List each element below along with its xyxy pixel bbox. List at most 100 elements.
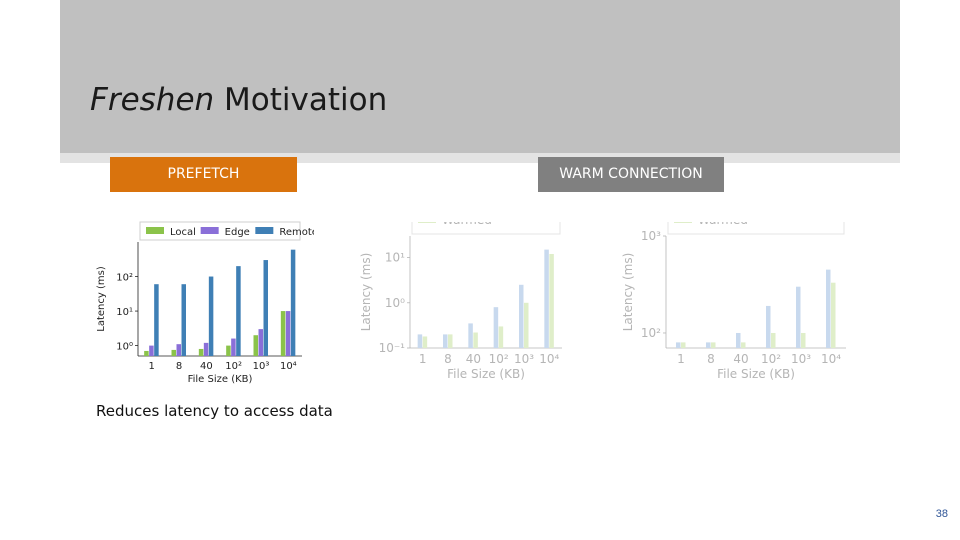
x-axis-label: File Size (KB)	[447, 367, 525, 381]
x-tick-label: 10⁴	[539, 352, 559, 366]
bar	[171, 349, 176, 356]
bar	[771, 332, 776, 348]
caption-text: Reduces latency to access data	[96, 402, 333, 420]
x-tick-label: 40	[733, 352, 748, 366]
bar	[681, 342, 686, 348]
bar	[826, 269, 831, 348]
bar	[236, 266, 241, 356]
legend-label: Remote	[279, 227, 314, 238]
bar	[285, 311, 291, 356]
x-tick-label: 1	[419, 352, 427, 366]
bar	[519, 284, 524, 348]
warm-connection-chart-1: Non-warmedWarmed 10⁻¹ 10⁰ 10¹ 1 8 40 10² 10³ 10⁴ F…	[359, 222, 562, 381]
legend-label: Warmed	[442, 222, 492, 227]
bar	[801, 332, 806, 348]
x-tick-label: 10⁴	[280, 361, 297, 372]
bar	[144, 350, 149, 356]
legend-swatch	[200, 227, 219, 234]
bar	[524, 302, 529, 348]
bar	[676, 342, 681, 348]
page-number: 38	[935, 508, 948, 520]
x-tick-label: 10⁴	[821, 352, 841, 366]
bar	[208, 276, 214, 356]
chart-legend: Non-warmedWarmed	[667, 222, 845, 235]
y-tick-label: 10²	[641, 326, 661, 340]
legend-swatch	[418, 222, 436, 223]
x-tick-label: 10²	[489, 352, 509, 366]
bar	[280, 311, 286, 356]
bar	[263, 260, 268, 356]
bar	[422, 336, 428, 348]
legend-swatch	[255, 227, 274, 234]
bar	[203, 342, 209, 356]
x-tick-label: 40	[200, 361, 213, 372]
bar	[181, 284, 186, 356]
warm-connection-chart-2: Non-warmedWarmed 10² 10³ 1 8 40 10² 10³ 10⁴ File …	[621, 222, 846, 381]
bar	[198, 348, 204, 356]
chart-legend: Local Edge Remote	[139, 221, 314, 241]
legend-swatch	[146, 227, 164, 234]
legend-label: Edge	[225, 227, 250, 238]
bar	[226, 345, 231, 356]
bar	[231, 338, 236, 356]
y-tick-label: 10⁻¹	[379, 341, 406, 355]
legend-box	[411, 222, 561, 235]
warm-connection-label: WARM CONNECTION	[538, 157, 724, 192]
content-area	[60, 163, 900, 481]
bar	[493, 307, 499, 348]
x-tick-label: 1	[148, 361, 154, 372]
y-tick-label: 10¹	[116, 307, 133, 318]
chart-legend: Non-warmedWarmed	[411, 222, 561, 235]
prefetch-label: PREFETCH	[110, 157, 297, 192]
y-axis-label: Latency (ms)	[96, 266, 107, 332]
bar	[176, 344, 181, 356]
bar	[498, 326, 504, 348]
legend-label: Warmed	[698, 222, 748, 227]
bar	[154, 284, 159, 356]
bar	[544, 249, 549, 348]
x-tick-label: 10³	[514, 352, 534, 366]
y-tick-label: 10⁰	[116, 342, 133, 353]
y-tick-label: 10²	[116, 273, 133, 284]
legend-swatch	[674, 222, 692, 223]
bar	[448, 334, 453, 348]
bar	[258, 329, 263, 356]
y-tick-label: 10³	[641, 229, 661, 243]
bar	[549, 253, 554, 348]
y-tick-label: 10⁰	[385, 296, 405, 310]
x-tick-label: 8	[176, 361, 182, 372]
bar	[443, 334, 448, 348]
bar	[473, 332, 478, 348]
x-axis-label: File Size (KB)	[188, 374, 253, 385]
y-tick-label: 10¹	[385, 251, 405, 265]
x-tick-label: 10³	[791, 352, 811, 366]
prefetch-chart: Local Edge Remote 10⁰ 10¹ 10² 1 8 40 10² 10³ 10⁴ Fil…	[96, 221, 314, 385]
x-tick-label: 10²	[225, 361, 242, 372]
bar	[741, 342, 746, 348]
bar	[149, 345, 154, 356]
x-axis-label: File Size (KB)	[717, 367, 795, 381]
x-tick-label: 10²	[761, 352, 781, 366]
y-axis-label: Latency (ms)	[359, 253, 373, 332]
bar	[831, 282, 836, 348]
legend-box	[667, 222, 845, 235]
bar	[706, 342, 711, 348]
y-axis-label: Latency (ms)	[621, 253, 635, 332]
bar	[796, 286, 801, 348]
title-rest: Motivation	[214, 82, 388, 118]
bar	[736, 332, 741, 348]
x-tick-label: 40	[466, 352, 481, 366]
bar	[290, 249, 296, 356]
bar	[468, 323, 473, 348]
bar	[417, 334, 423, 348]
x-tick-label: 8	[707, 352, 715, 366]
slide-header: Freshen Motivation	[60, 0, 900, 153]
x-tick-label: 10³	[253, 361, 270, 372]
bar	[711, 342, 716, 348]
bar	[766, 305, 771, 348]
title-emphasis: Freshen	[90, 82, 215, 118]
legend-box	[139, 221, 301, 241]
bar	[253, 335, 258, 356]
x-tick-label: 1	[677, 352, 685, 366]
header-divider	[60, 153, 900, 163]
